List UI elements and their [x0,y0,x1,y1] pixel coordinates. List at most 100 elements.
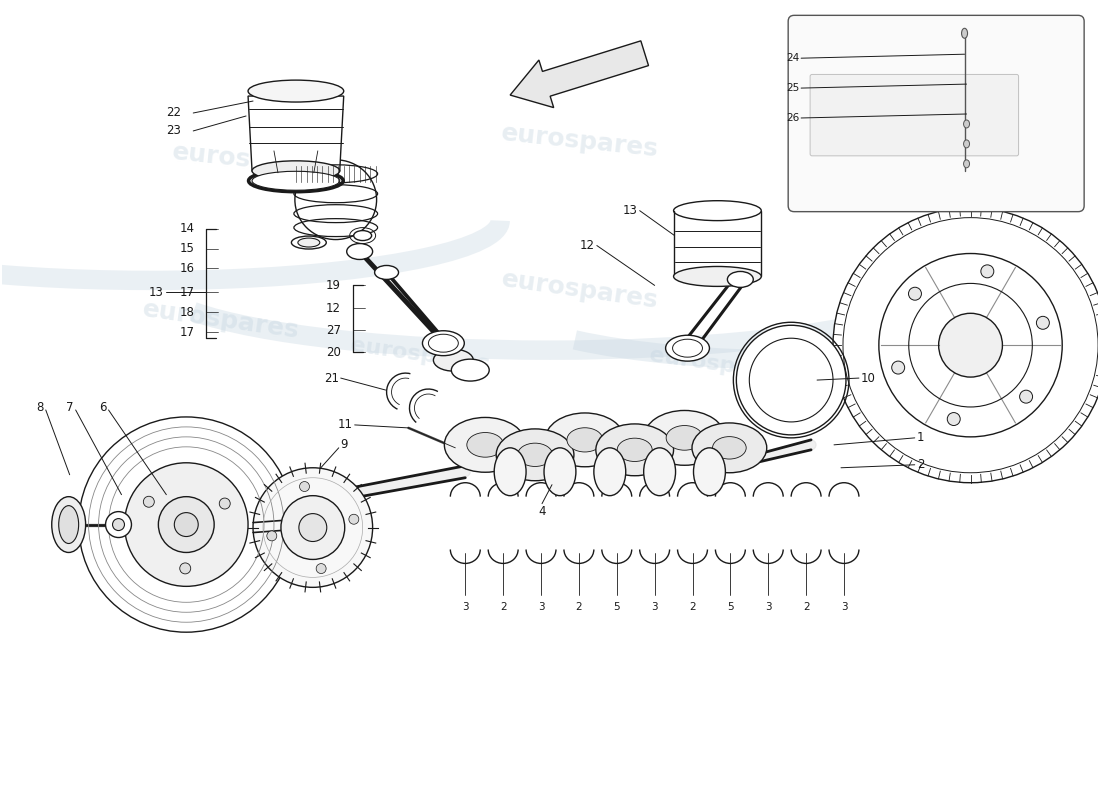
Text: 22: 22 [166,106,182,119]
Text: 5: 5 [727,602,734,612]
Circle shape [253,468,373,587]
Text: 27: 27 [326,324,341,337]
Ellipse shape [666,335,710,361]
Circle shape [938,314,1002,377]
Text: 12: 12 [326,302,341,315]
Ellipse shape [713,437,746,459]
Ellipse shape [964,160,969,168]
Ellipse shape [433,349,473,371]
Text: eurospares: eurospares [499,121,660,161]
Circle shape [316,563,326,574]
Text: 5: 5 [614,602,620,612]
Circle shape [1036,316,1049,330]
Ellipse shape [252,161,340,181]
Circle shape [158,497,214,553]
FancyBboxPatch shape [810,74,1019,156]
Circle shape [143,496,154,507]
Text: 3: 3 [651,602,658,612]
Ellipse shape [667,426,703,450]
Text: 24: 24 [785,53,799,63]
Circle shape [299,482,309,491]
Ellipse shape [52,497,86,553]
Circle shape [124,462,249,586]
Ellipse shape [112,518,124,530]
Ellipse shape [673,201,761,221]
Text: 3: 3 [462,602,469,612]
Text: 15: 15 [179,242,195,255]
Ellipse shape [375,266,398,279]
Text: 1: 1 [916,431,924,444]
Ellipse shape [673,266,761,286]
Circle shape [267,531,277,541]
Ellipse shape [298,238,320,247]
Ellipse shape [544,448,576,496]
Ellipse shape [964,120,969,128]
Text: 2: 2 [499,602,506,612]
Circle shape [78,417,294,632]
Text: 14: 14 [179,222,195,235]
FancyBboxPatch shape [789,15,1085,212]
Ellipse shape [596,424,673,476]
Ellipse shape [295,160,376,239]
Ellipse shape [494,448,526,496]
Text: 2: 2 [803,602,810,612]
Text: 8: 8 [36,402,44,414]
Text: 21: 21 [323,371,339,385]
Text: 3: 3 [764,602,771,612]
Circle shape [349,514,359,524]
Ellipse shape [496,429,574,481]
Ellipse shape [727,271,754,287]
Ellipse shape [692,423,767,473]
Ellipse shape [961,28,968,38]
Ellipse shape [594,448,626,496]
Ellipse shape [58,506,78,543]
Text: 11: 11 [338,418,353,431]
Ellipse shape [292,236,327,249]
Text: 16: 16 [179,262,195,275]
Ellipse shape [566,428,603,452]
Bar [673,210,761,277]
Text: 2: 2 [690,602,696,612]
Text: 17: 17 [179,326,195,338]
Circle shape [174,513,198,537]
Text: 2: 2 [575,602,582,612]
Ellipse shape [451,359,490,381]
Text: 10: 10 [861,371,876,385]
Text: 13: 13 [148,286,163,299]
Text: 20: 20 [326,346,341,358]
Text: 12: 12 [580,239,595,252]
Ellipse shape [422,330,464,356]
Text: 17: 17 [179,286,195,299]
Circle shape [736,326,846,435]
Ellipse shape [644,410,725,466]
Ellipse shape [644,448,675,496]
Circle shape [299,514,327,542]
Text: eurospares: eurospares [172,141,331,181]
Ellipse shape [693,448,725,496]
Text: 9: 9 [341,438,349,451]
Text: 18: 18 [179,306,195,319]
Ellipse shape [518,443,552,466]
Text: 7: 7 [66,402,74,414]
Ellipse shape [252,171,340,190]
Circle shape [280,496,344,559]
Circle shape [909,287,922,300]
Text: 19: 19 [326,279,341,292]
Text: 3: 3 [538,602,544,612]
Ellipse shape [106,512,132,538]
Ellipse shape [346,243,373,259]
Text: 25: 25 [785,83,799,93]
Ellipse shape [964,140,969,148]
Ellipse shape [354,230,372,241]
Ellipse shape [617,438,652,462]
Circle shape [981,265,993,278]
Ellipse shape [444,418,526,472]
Text: 2: 2 [916,458,924,471]
Ellipse shape [249,80,343,102]
Text: eurospares: eurospares [499,267,660,314]
Circle shape [1020,390,1033,403]
Circle shape [219,498,230,509]
Text: 23: 23 [166,125,182,138]
Circle shape [179,563,190,574]
Text: 3: 3 [840,602,847,612]
